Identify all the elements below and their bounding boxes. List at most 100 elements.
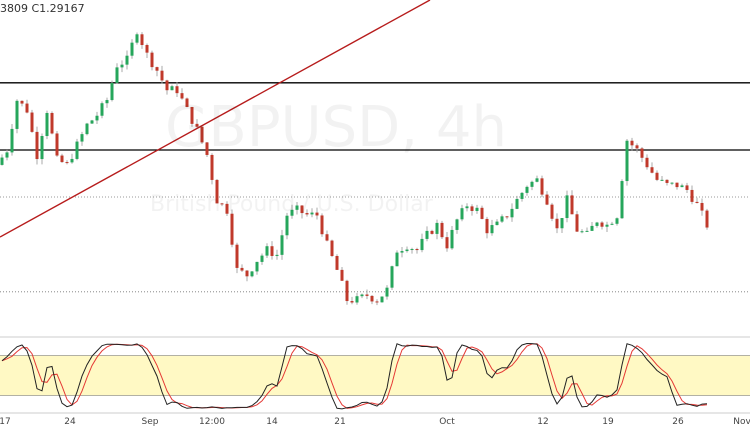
candle bbox=[685, 185, 689, 190]
candle bbox=[565, 195, 569, 219]
candle bbox=[585, 230, 589, 232]
candle bbox=[705, 210, 709, 228]
candle bbox=[110, 82, 114, 101]
candle bbox=[250, 271, 254, 277]
candle bbox=[50, 112, 54, 134]
candle bbox=[115, 67, 119, 83]
candle bbox=[335, 255, 339, 270]
candle bbox=[580, 231, 584, 233]
candle bbox=[210, 154, 214, 180]
candle bbox=[680, 185, 684, 188]
candle bbox=[535, 178, 539, 182]
candle bbox=[260, 255, 264, 262]
candle bbox=[280, 235, 284, 255]
candle bbox=[635, 145, 639, 149]
candle bbox=[105, 100, 109, 104]
watermark-symbol: GBPUSD, 4h bbox=[165, 95, 507, 160]
candle bbox=[265, 246, 269, 256]
time-axis-label: Oct bbox=[439, 417, 455, 427]
candle bbox=[410, 249, 414, 251]
candle bbox=[300, 205, 304, 214]
candle bbox=[345, 280, 349, 302]
candle bbox=[455, 219, 459, 230]
candle bbox=[550, 204, 554, 219]
candle bbox=[145, 45, 149, 53]
candle bbox=[220, 203, 224, 205]
time-axis-label: 14 bbox=[266, 417, 278, 427]
candle bbox=[30, 112, 34, 132]
time-axis-label: Nov bbox=[733, 417, 750, 427]
candle bbox=[430, 230, 434, 234]
candle bbox=[450, 229, 454, 249]
candle bbox=[310, 212, 314, 215]
candle bbox=[95, 115, 99, 121]
candle bbox=[645, 157, 649, 168]
candle bbox=[320, 215, 324, 235]
candle bbox=[570, 195, 574, 215]
candle bbox=[385, 287, 389, 297]
time-axis-label: Sep bbox=[141, 417, 159, 427]
time-axis-label: 12:00 bbox=[199, 417, 225, 427]
time-axis-label: 17 bbox=[0, 417, 11, 427]
candle bbox=[700, 202, 704, 211]
candle bbox=[445, 237, 449, 249]
candle bbox=[130, 42, 134, 56]
candle bbox=[70, 158, 74, 163]
candle bbox=[660, 179, 664, 181]
candle bbox=[595, 222, 599, 226]
candle bbox=[640, 148, 644, 158]
candle bbox=[540, 178, 544, 195]
candle bbox=[10, 128, 14, 153]
candle bbox=[605, 224, 609, 227]
candle bbox=[630, 140, 634, 146]
candle bbox=[545, 194, 549, 205]
trendline bbox=[0, 0, 431, 238]
candle bbox=[230, 213, 234, 245]
candle bbox=[290, 209, 294, 216]
candle bbox=[165, 80, 169, 91]
candle bbox=[190, 106, 194, 124]
candle bbox=[150, 52, 154, 68]
candle bbox=[295, 205, 299, 210]
candle bbox=[140, 34, 144, 46]
candle bbox=[625, 140, 629, 182]
candle bbox=[135, 34, 139, 43]
candle bbox=[275, 254, 279, 256]
candle bbox=[495, 221, 499, 226]
candle bbox=[505, 216, 509, 218]
time-axis-label: 12 bbox=[537, 417, 549, 427]
candle bbox=[215, 179, 219, 204]
candle bbox=[440, 222, 444, 238]
candle bbox=[620, 181, 624, 219]
candle bbox=[350, 301, 354, 303]
time-axis-label: 24 bbox=[64, 417, 76, 427]
candle bbox=[435, 222, 439, 234]
candle bbox=[65, 162, 69, 164]
candle bbox=[75, 141, 79, 159]
candle bbox=[185, 98, 189, 107]
candle bbox=[405, 249, 409, 252]
candle bbox=[375, 301, 379, 303]
candle bbox=[90, 120, 94, 124]
candle bbox=[270, 246, 274, 256]
candle bbox=[180, 93, 184, 99]
candle bbox=[670, 182, 674, 184]
candle bbox=[555, 218, 559, 229]
stochastic-band bbox=[0, 355, 750, 396]
candle bbox=[485, 218, 489, 234]
candle bbox=[600, 222, 604, 227]
candle bbox=[560, 218, 564, 229]
candle bbox=[170, 86, 174, 91]
candle bbox=[675, 182, 679, 188]
candle bbox=[365, 294, 369, 296]
candle bbox=[355, 296, 359, 303]
candle bbox=[100, 103, 104, 116]
candle bbox=[155, 67, 159, 71]
candle bbox=[120, 64, 124, 68]
candle bbox=[515, 198, 519, 209]
watermark-description: British Pound / U.S. Dollar bbox=[150, 192, 433, 217]
candle bbox=[15, 100, 19, 129]
candle bbox=[370, 295, 374, 302]
candle bbox=[45, 112, 49, 137]
